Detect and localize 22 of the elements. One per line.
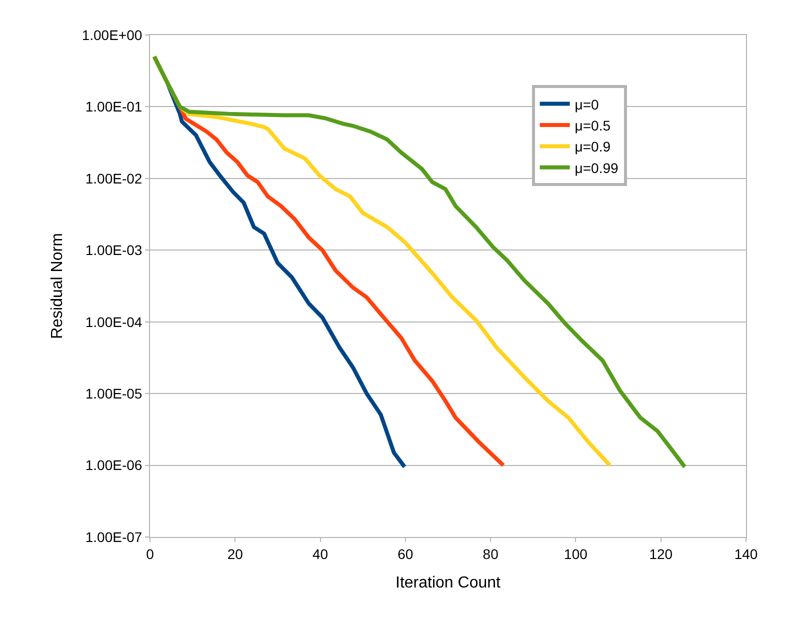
legend-label: μ=0.5 [574,117,611,134]
y-tick-label: 1.00E-05 [85,385,142,402]
x-tick-label: 0 [146,546,154,562]
x-tick-label: 60 [398,546,414,562]
legend-label: μ=0.9 [574,138,611,155]
legend-label: μ=0.99 [574,160,619,176]
x-axis-title: Iteration Count [396,574,502,592]
x-tick-label: 20 [227,546,244,562]
x-tick-label: 120 [649,546,673,562]
y-axis-title: Residual Norm [48,233,66,339]
y-tick-label: 1.00E-04 [85,314,142,330]
y-tick-label: 1.00E-03 [85,242,142,258]
y-tick-label: 1.00E-01 [85,98,142,115]
y-tick-label: 1.00E-06 [85,457,142,474]
y-tick-label: 1.00E-02 [85,170,142,186]
x-tick-label: 100 [564,546,588,562]
x-tick-label: 80 [482,546,499,562]
y-tick-label: 1.00E+00 [82,26,142,43]
x-tick-label: 40 [312,546,328,562]
legend-label: μ=0 [574,96,600,112]
y-tick-label: 1.00E-07 [85,528,142,545]
x-tick-label: 140 [734,546,758,562]
